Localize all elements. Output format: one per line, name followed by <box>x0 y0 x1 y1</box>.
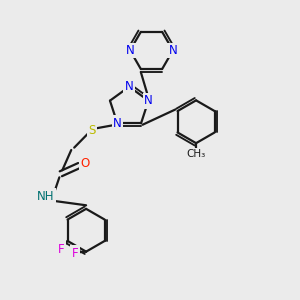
Text: N: N <box>113 117 122 130</box>
Text: F: F <box>71 247 78 260</box>
Text: F: F <box>58 243 64 256</box>
Text: N: N <box>125 80 134 93</box>
Text: CH₃: CH₃ <box>186 149 206 160</box>
Text: NH: NH <box>37 190 54 202</box>
Text: N: N <box>126 44 134 57</box>
Text: S: S <box>88 124 96 137</box>
Text: N: N <box>169 44 177 57</box>
Text: O: O <box>80 157 89 170</box>
Text: H: H <box>46 191 55 201</box>
Text: N: N <box>144 94 153 107</box>
Text: N: N <box>37 190 45 202</box>
